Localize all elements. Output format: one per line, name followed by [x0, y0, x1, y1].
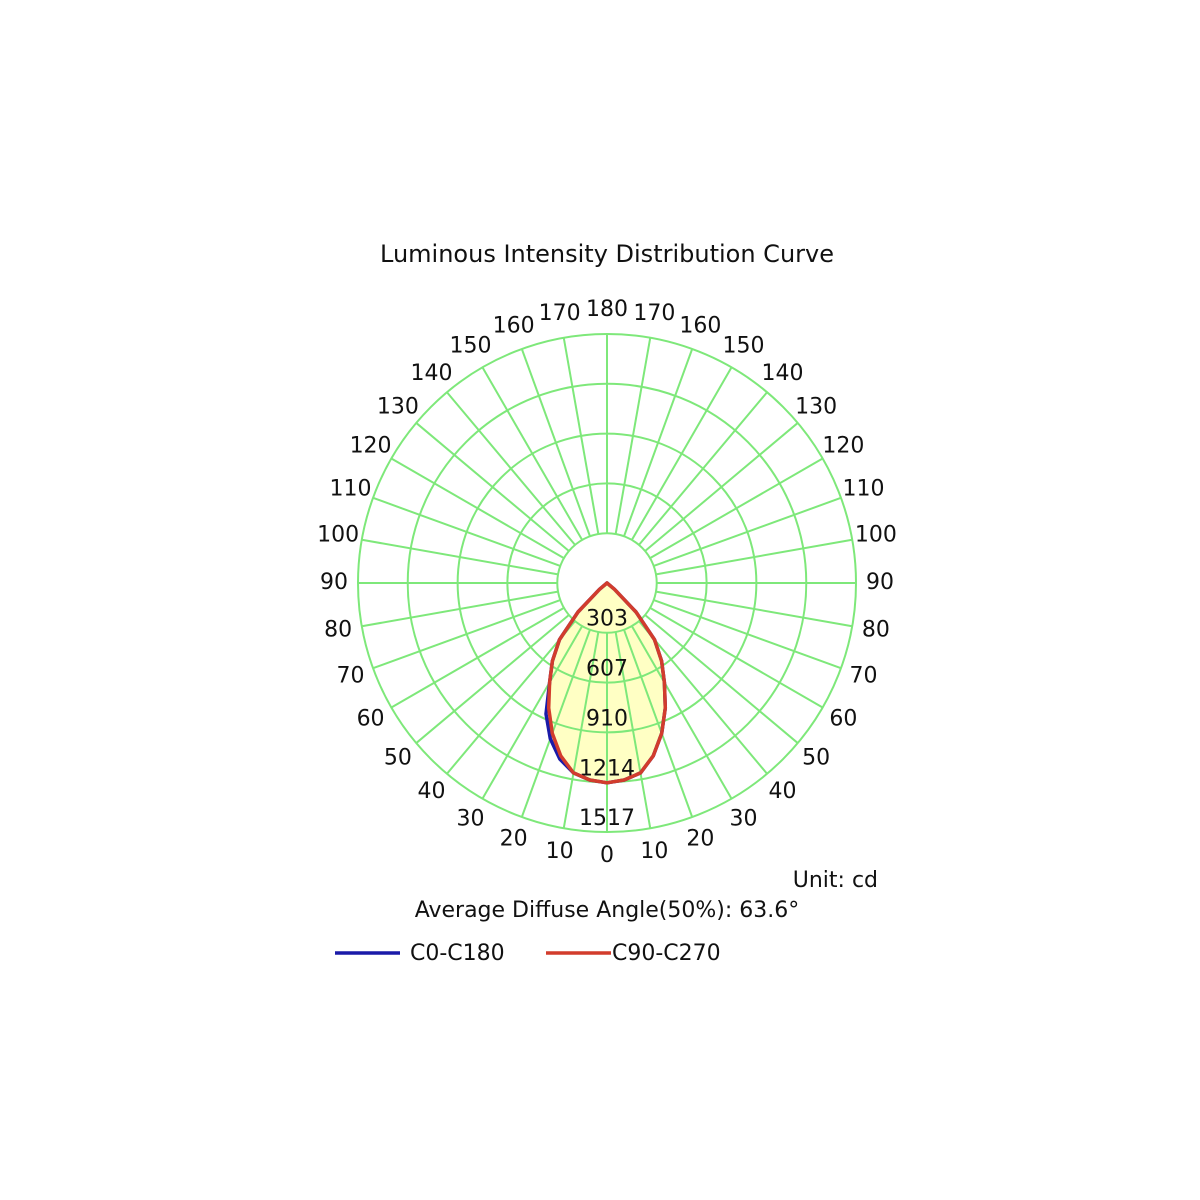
- angle-tick-label: 30: [457, 806, 485, 831]
- annotation: Average Diffuse Angle(50%): 63.6°: [415, 898, 800, 923]
- angle-tick-label: 0: [600, 843, 614, 868]
- spoke-grid-line: [653, 599, 842, 670]
- angle-tick-label: 60: [829, 707, 857, 732]
- angle-tick-label: 80: [862, 617, 890, 642]
- spoke-grid-line: [631, 625, 733, 800]
- spoke-grid-line: [631, 366, 733, 541]
- angle-tick-label: 110: [843, 477, 885, 502]
- angle-tick-label: 180: [586, 297, 628, 322]
- r-tick-label: 303: [586, 607, 628, 632]
- spoke-grid-line: [644, 614, 799, 744]
- angle-tick-label: 120: [822, 434, 864, 459]
- spoke-grid-line: [481, 625, 583, 800]
- angle-tick-label: 100: [317, 523, 359, 548]
- spoke-grid-line: [644, 422, 799, 552]
- angle-tick-label: 160: [679, 313, 721, 338]
- angle-tick-label: 70: [850, 663, 878, 688]
- angle-tick-label: 60: [357, 707, 385, 732]
- angle-tick-label: 20: [500, 827, 528, 852]
- spoke-grid-line: [614, 631, 652, 829]
- spoke-grid-line: [653, 496, 842, 567]
- spoke-grid-line: [390, 607, 565, 709]
- r-tick-label: 607: [586, 657, 628, 682]
- spoke-grid-line: [372, 599, 561, 670]
- angle-tick-label: 30: [730, 806, 758, 831]
- angle-tick-label: 170: [633, 301, 675, 326]
- intensity-curve: [546, 581, 668, 785]
- spoke-grid-line: [623, 629, 694, 818]
- angle-tick-label: 50: [384, 745, 412, 770]
- angle-tick-label: 110: [329, 477, 371, 502]
- angle-tick-label: 20: [686, 827, 714, 852]
- angle-tick-label: 80: [324, 617, 352, 642]
- spoke-grid-line: [623, 348, 694, 537]
- spoke-grid-line: [638, 391, 768, 546]
- legend-label: C90-C270: [612, 941, 721, 966]
- angle-tick-label: 130: [377, 395, 419, 420]
- r-tick-label: 1214: [579, 756, 635, 781]
- spoke-grid-line: [415, 422, 570, 552]
- angle-tick-label: 90: [866, 570, 894, 595]
- angle-tick-label: 170: [539, 301, 581, 326]
- angle-tick-label: 140: [761, 361, 803, 386]
- spoke-grid-line: [361, 538, 559, 576]
- spoke-grid-line: [649, 457, 824, 559]
- angle-tick-label: 10: [640, 839, 668, 864]
- angle-tick-label: 10: [546, 839, 574, 864]
- spoke-grid-line: [562, 337, 600, 535]
- spoke-grid-line: [638, 620, 768, 775]
- spoke-grid-line: [446, 620, 576, 775]
- angle-tick-label: 140: [411, 361, 453, 386]
- angle-tick-label: 40: [418, 779, 446, 804]
- angle-tick-label: 120: [350, 434, 392, 459]
- spoke-grid-line: [562, 631, 600, 829]
- unit-label: Unit: cd: [793, 868, 878, 893]
- angle-tick-label: 100: [855, 523, 897, 548]
- spoke-grid-line: [372, 496, 561, 567]
- spoke-grid-line: [655, 538, 853, 576]
- legend-label: C0-C180: [410, 941, 505, 966]
- angle-tick-label: 150: [723, 334, 765, 359]
- spoke-grid-line: [415, 614, 570, 744]
- angle-tick-label: 130: [795, 395, 837, 420]
- angle-tick-label: 90: [320, 570, 348, 595]
- r-tick-label: 1517: [579, 806, 635, 831]
- spoke-grid-line: [390, 457, 565, 559]
- spoke-grid-line: [520, 629, 591, 818]
- spoke-grid-line: [649, 607, 824, 709]
- spoke-grid-line: [614, 337, 652, 535]
- angle-tick-label: 160: [493, 313, 535, 338]
- angle-tick-label: 70: [336, 663, 364, 688]
- spoke-grid-line: [446, 391, 576, 546]
- r-tick-label: 910: [586, 706, 628, 731]
- spoke-grid-line: [481, 366, 583, 541]
- chart-title: Luminous Intensity Distribution Curve: [380, 240, 834, 268]
- angle-tick-label: 40: [768, 779, 796, 804]
- angle-tick-label: 150: [450, 334, 492, 359]
- spoke-grid-line: [655, 590, 853, 628]
- angle-tick-label: 50: [802, 745, 830, 770]
- spoke-grid-line: [361, 590, 559, 628]
- spoke-grid-line: [520, 348, 591, 537]
